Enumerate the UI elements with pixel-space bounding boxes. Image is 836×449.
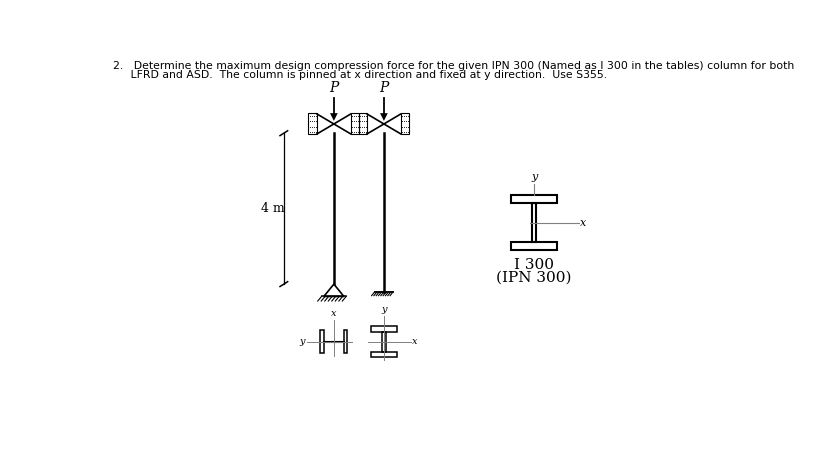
Bar xyxy=(510,242,557,250)
Bar xyxy=(370,326,396,332)
Bar xyxy=(531,203,536,242)
Bar xyxy=(370,352,396,357)
Text: y: y xyxy=(380,305,386,314)
Text: I 300: I 300 xyxy=(513,258,553,272)
Text: 4 m: 4 m xyxy=(261,202,284,215)
Polygon shape xyxy=(380,113,387,121)
Polygon shape xyxy=(329,113,337,121)
Bar xyxy=(358,114,366,134)
Text: x: x xyxy=(412,337,417,346)
Bar xyxy=(344,330,347,353)
Bar xyxy=(320,330,324,353)
Bar xyxy=(350,114,359,134)
Text: LFRD and ASD.  The column is pinned at x direction and fixed at y direction.  Us: LFRD and ASD. The column is pinned at x … xyxy=(113,70,606,80)
Text: P: P xyxy=(379,81,388,95)
Text: y: y xyxy=(299,337,304,346)
Text: y: y xyxy=(530,172,537,182)
Text: x: x xyxy=(331,309,336,318)
Bar xyxy=(400,114,409,134)
Bar xyxy=(308,114,317,134)
Text: P: P xyxy=(329,81,338,95)
Bar xyxy=(381,332,385,352)
Text: (IPN 300): (IPN 300) xyxy=(496,270,571,284)
Bar xyxy=(510,195,557,203)
Text: x: x xyxy=(579,217,586,228)
Text: 2.   Determine the maximum design compression force for the given IPN 300 (Named: 2. Determine the maximum design compress… xyxy=(113,61,793,71)
